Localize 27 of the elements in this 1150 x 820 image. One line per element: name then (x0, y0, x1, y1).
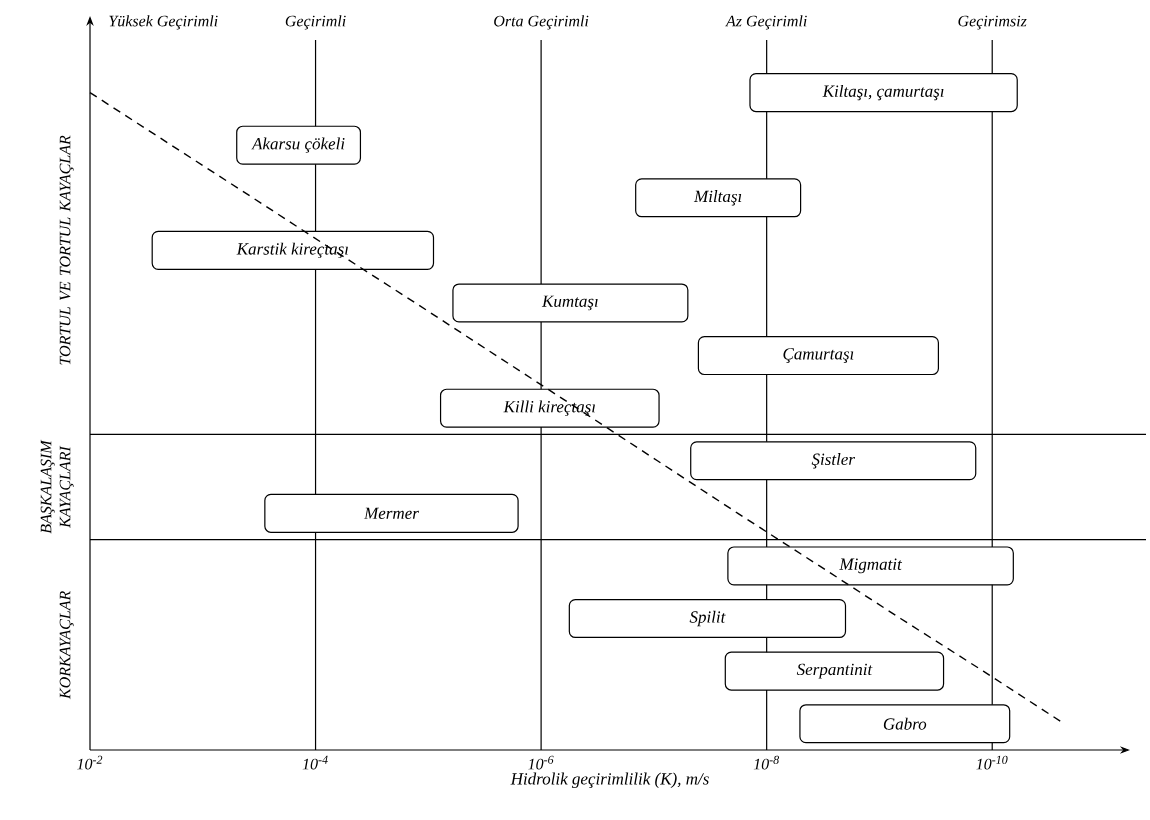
y-tick-label: Miltaşı (693, 190, 742, 206)
ref-line-label: Geçirimsiz (958, 15, 1027, 30)
y-tick-label: Migmatit (839, 558, 903, 574)
x-tick-label: 10$^{-8}$ (753, 755, 780, 770)
y-tick-label: Spilit (689, 610, 726, 627)
y-tick-label: Gabro (883, 717, 927, 730)
y-tick-label: Mermer (363, 507, 419, 519)
y-tick-label: Kumtaşı (541, 295, 598, 311)
x-tick-label: 10$^{-6}$ (528, 755, 554, 770)
y-tick-label: Çamurtaşı (783, 348, 854, 363)
x-tick-label: 10$^{-4}$ (302, 755, 328, 770)
text: Yüksek Geçirimli (109, 15, 218, 30)
ref-line-label: Orta Geçirimli (494, 15, 589, 30)
y-tick-label: Killi kireçtaşı (503, 400, 595, 416)
text: TORTUL VE TORTUL KAYAÇLAR (59, 135, 74, 365)
x-tick-label: 10$^{-2}$ (77, 755, 103, 770)
text: KORKAYAÇLAR (59, 590, 74, 700)
text: BAŞKALAŞIM KAYAÇLARI (40, 439, 74, 534)
y-tick-label: Karstik kireçtaşı (236, 242, 348, 259)
x-axis-title: Hidrolik geçirimlilik (K), m/s (510, 772, 709, 788)
x-tick-label: 10$^{-10}$ (976, 755, 1008, 770)
y-tick-label: Şistler (811, 453, 856, 469)
y-tick-label: Kiltaşı, çamurtaşı (822, 84, 944, 101)
y-tick-label: Akarsu çökeli (251, 137, 345, 153)
y-tick-label: Serpantinit (796, 663, 873, 679)
ref-line-label: Az Geçirimli (725, 15, 807, 30)
ref-line-label: Geçirimli (285, 15, 346, 30)
